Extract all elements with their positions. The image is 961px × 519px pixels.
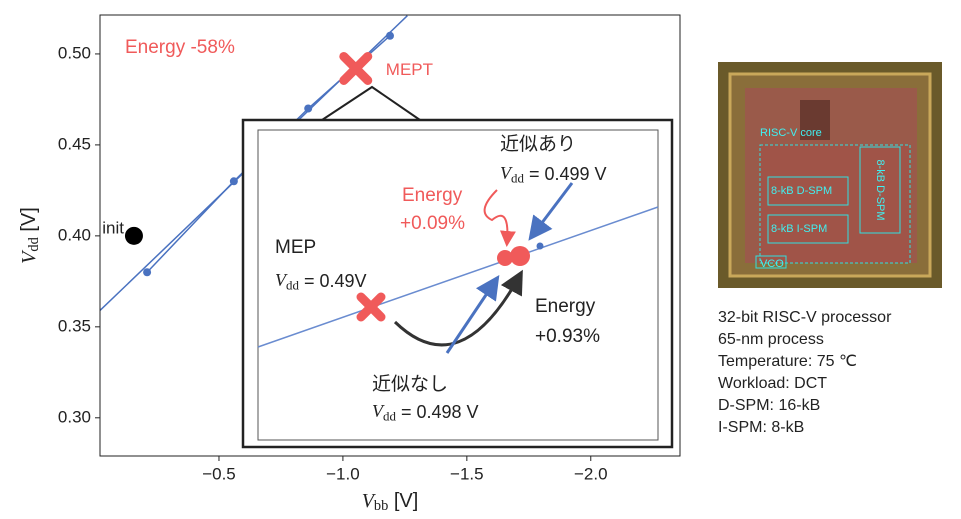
mept-label: MEPT bbox=[386, 60, 433, 79]
inset-text: +0.09% bbox=[400, 213, 465, 234]
x-tick-label: −0.5 bbox=[202, 464, 236, 483]
chip-caption: Temperature: 75 ℃ bbox=[718, 353, 857, 370]
math-rest: [V] bbox=[388, 490, 418, 512]
chip-block-label: VCO bbox=[760, 258, 784, 270]
series-marker bbox=[304, 105, 312, 113]
figure: −0.5 −1.0 −1.5 −2.0 0.30 0.35 0.40 0.45 0.50 Vbb … bbox=[0, 0, 961, 514]
x-tick-label: −1.0 bbox=[326, 464, 360, 483]
series-marker bbox=[143, 268, 151, 276]
y-tick-label: 0.40 bbox=[58, 225, 91, 244]
inset-text: Energy bbox=[402, 185, 463, 206]
x-tick-label: −2.0 bbox=[574, 464, 608, 483]
chip-caption: I-SPM: 8-kB bbox=[718, 419, 804, 436]
inset-text: 近似あり bbox=[500, 133, 576, 155]
chip-block-label: 8-kB D-SPM bbox=[874, 159, 886, 220]
math-label: Vdd [V] bbox=[18, 207, 43, 264]
math-sub: bb bbox=[374, 498, 388, 514]
chip-caption: 32-bit RISC-V processor bbox=[718, 309, 892, 326]
inset-connector bbox=[322, 87, 420, 120]
math-sub: dd bbox=[26, 236, 42, 251]
chip-block-label: 8-kB I-SPM bbox=[771, 223, 827, 235]
inset-mept2 bbox=[497, 250, 513, 266]
y-tick-label: 0.35 bbox=[58, 316, 91, 335]
inset-text: 近似なし bbox=[372, 373, 448, 395]
series-marker bbox=[230, 177, 238, 185]
math-rest: = 0.498 V bbox=[396, 402, 479, 422]
math-sub: dd bbox=[286, 277, 299, 292]
chip-caption: 65-nm process bbox=[718, 331, 824, 348]
chip-caption: D-SPM: 16-kB bbox=[718, 397, 820, 414]
series-marker bbox=[386, 32, 394, 40]
inset-text: MEP bbox=[275, 237, 316, 258]
y-tick-label: 0.30 bbox=[58, 407, 91, 426]
math-rest: = 0.499 V bbox=[524, 164, 607, 184]
chip-block-label: 8-kB D-SPM bbox=[771, 185, 832, 197]
inset-text: +0.93% bbox=[535, 326, 600, 347]
init-point bbox=[125, 227, 143, 245]
chip-block-label: RISC-V core bbox=[760, 127, 822, 139]
inset-text: Energy bbox=[535, 296, 596, 317]
math-rest: = 0.49V bbox=[299, 271, 367, 291]
energy-annot: Energy -58% bbox=[125, 37, 235, 58]
math-label: Vbb [V] bbox=[362, 490, 419, 514]
y-tick-label: 0.45 bbox=[58, 134, 91, 153]
math-rest: [V] bbox=[18, 207, 40, 237]
main-chart: −0.5 −1.0 −1.5 −2.0 0.30 0.35 0.40 0.45 0.50 Vbb … bbox=[18, 15, 680, 514]
chip-caption: Workload: DCT bbox=[718, 375, 827, 392]
math-sub: dd bbox=[383, 408, 396, 423]
math-sub: dd bbox=[511, 170, 524, 185]
init-label: init bbox=[102, 218, 124, 237]
inset-dot bbox=[537, 243, 544, 250]
mept-marker bbox=[344, 56, 368, 80]
x-tick-label: −1.5 bbox=[450, 464, 484, 483]
y-tick-label: 0.50 bbox=[58, 43, 91, 62]
chip-photo bbox=[718, 62, 942, 288]
inset-mept bbox=[510, 246, 530, 266]
